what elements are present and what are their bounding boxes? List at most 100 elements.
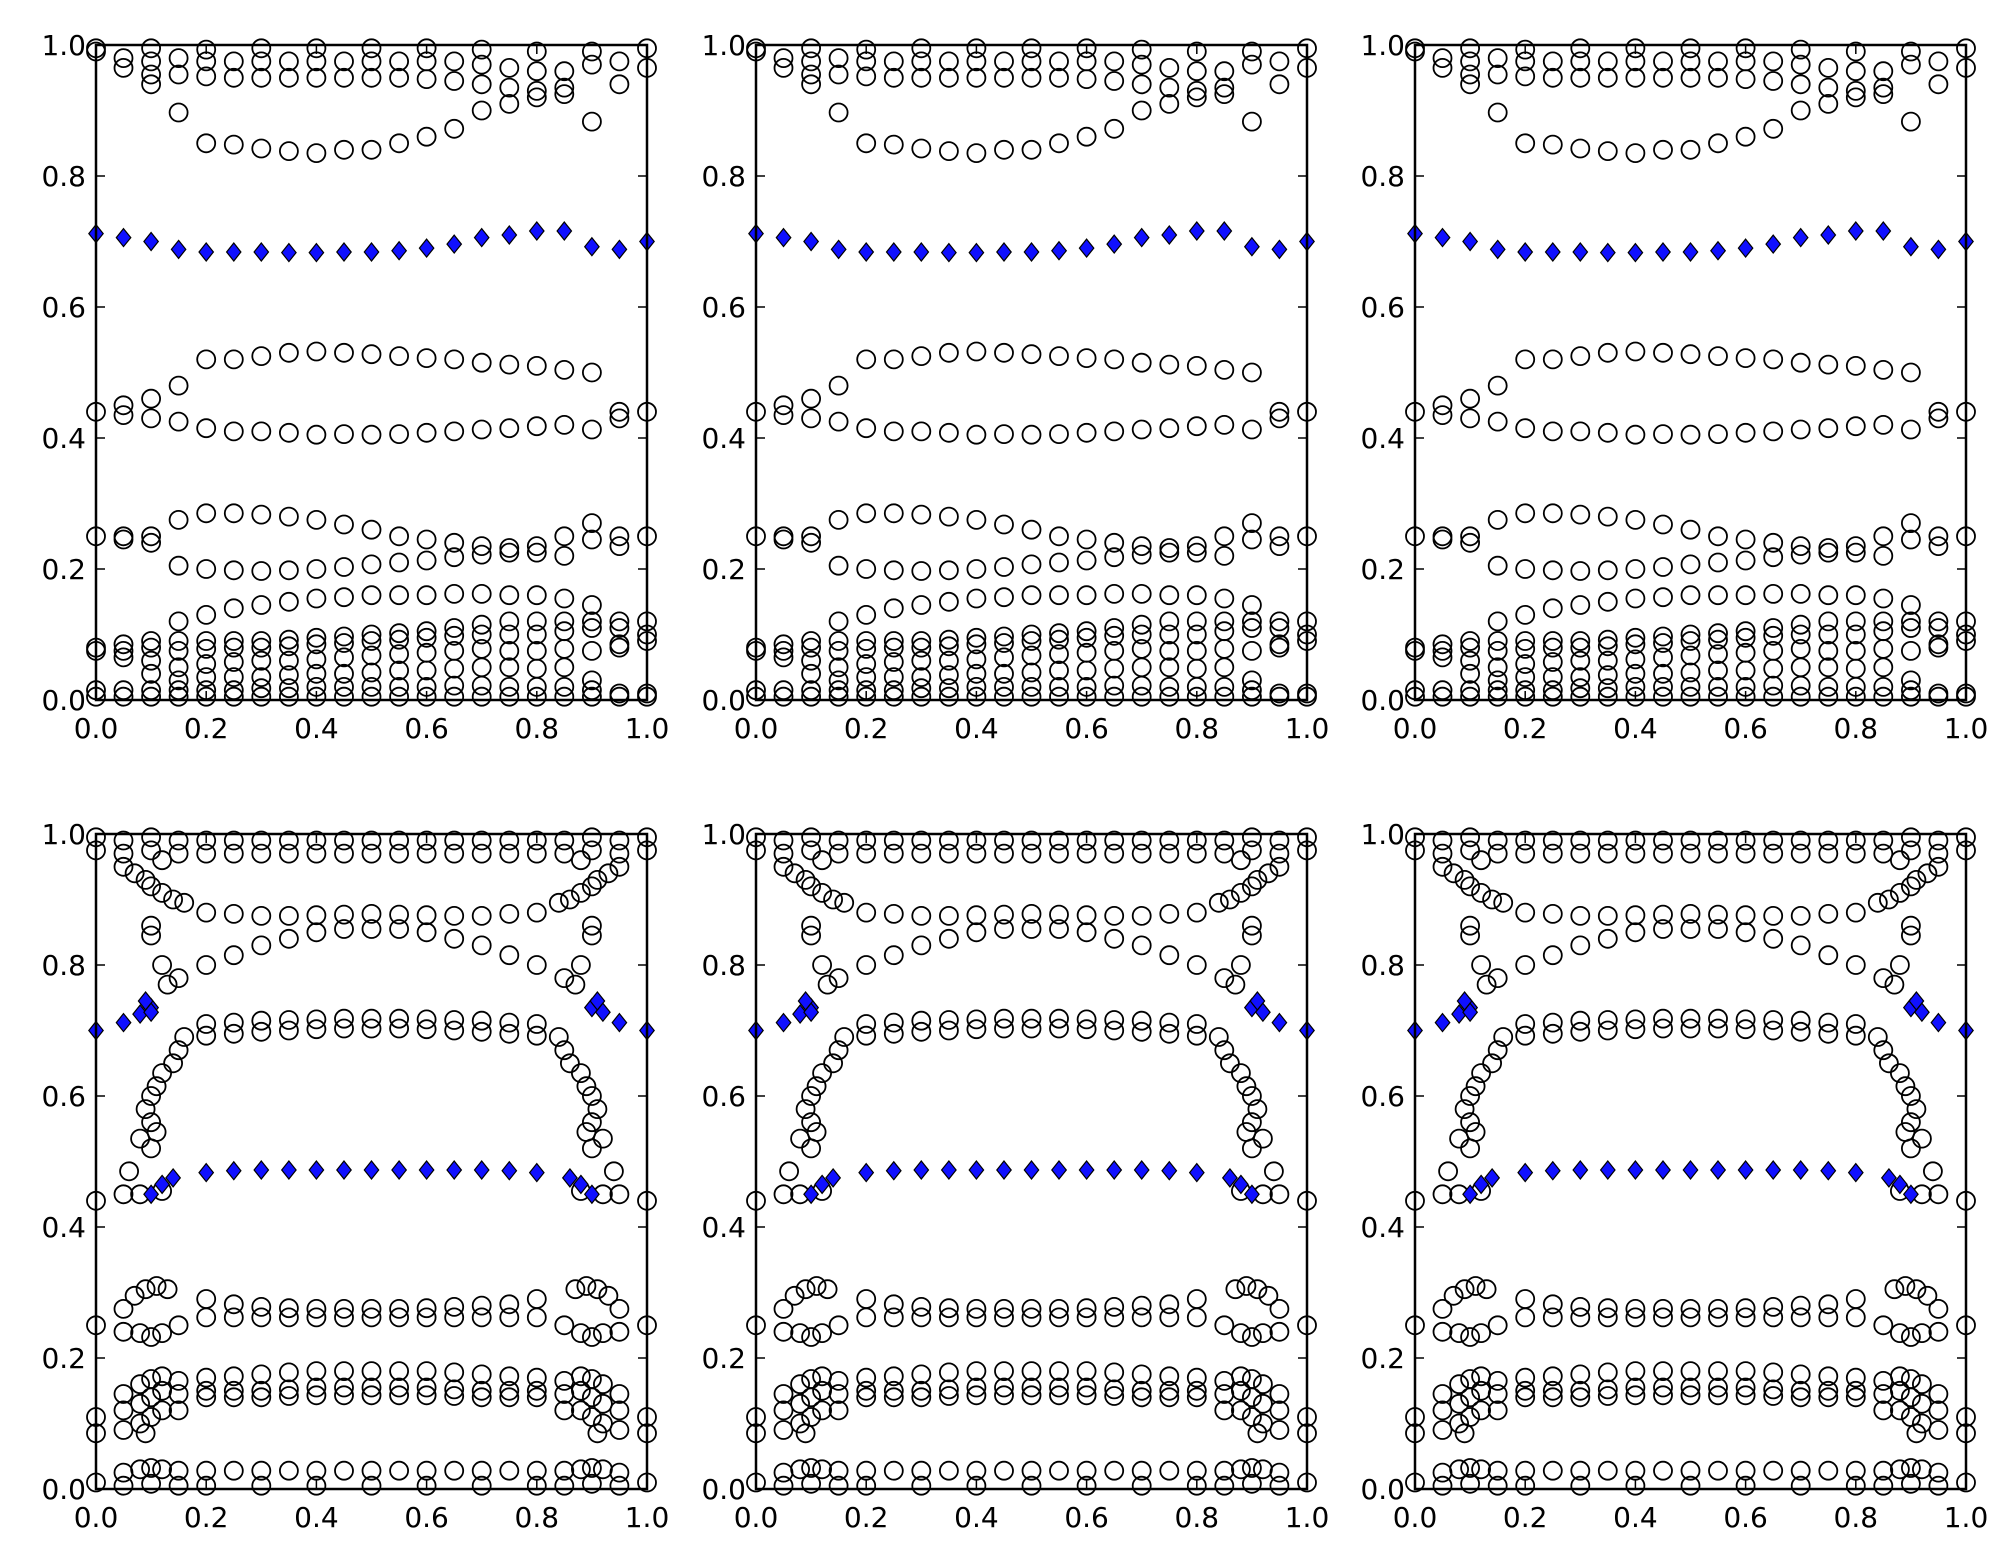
circle-point <box>278 1307 299 1328</box>
circle-point <box>883 1387 904 1408</box>
circle-point <box>1159 94 1180 114</box>
circle-point <box>152 883 173 903</box>
circle-point <box>526 830 547 851</box>
circle-point <box>1763 421 1784 442</box>
circle-point <box>1104 1379 1125 1400</box>
circle-point <box>1542 830 1563 851</box>
circle-point <box>196 418 217 439</box>
circle-point <box>251 631 272 651</box>
circle-point <box>582 54 602 75</box>
circle-point <box>911 38 932 59</box>
circle-point <box>994 514 1014 535</box>
circle-point <box>856 1014 877 1034</box>
circle-point <box>1912 1459 1932 1480</box>
circle-point <box>939 1307 959 1328</box>
circle-point <box>1625 341 1646 362</box>
circle-point <box>196 902 217 923</box>
circle-point <box>1653 51 1673 72</box>
circle-point <box>1242 362 1262 383</box>
y-tick-label: 0.8 <box>1360 160 1405 193</box>
circle-point <box>1708 526 1728 547</box>
circle-point <box>571 1063 591 1083</box>
circle-point <box>168 64 189 85</box>
x-tick-label: 1.0 <box>625 1501 670 1534</box>
circle-point <box>1247 870 1268 890</box>
circle-point <box>1460 74 1480 95</box>
diamond-point <box>501 1160 518 1181</box>
circle-point <box>1763 830 1784 851</box>
x-tick-label: 0.8 <box>1834 1501 1879 1534</box>
circle-point <box>223 349 244 370</box>
circle-point <box>939 560 959 581</box>
circle-point <box>773 1384 794 1404</box>
circle-point <box>471 686 492 707</box>
circle-point <box>1432 1384 1453 1404</box>
circle-point <box>806 1076 827 1097</box>
circle-point <box>1460 532 1480 553</box>
circle-point <box>828 830 849 851</box>
circle-point <box>135 870 156 890</box>
circle-point <box>361 677 382 697</box>
circle-point <box>278 906 299 926</box>
circle-point <box>361 1299 382 1319</box>
circle-point <box>1131 352 1152 373</box>
diamond-point <box>336 1160 352 1180</box>
circle-point <box>499 843 520 864</box>
circle-point <box>565 1279 586 1300</box>
circle-point <box>223 598 244 619</box>
diamond-point <box>225 242 242 262</box>
circle-point <box>828 1384 849 1404</box>
circle-point <box>812 1400 832 1421</box>
circle-point <box>1928 843 1949 864</box>
circle-point <box>1763 1020 1784 1041</box>
circle-point <box>1186 658 1207 679</box>
circle-point <box>1906 1099 1927 1119</box>
circle-point <box>113 1475 134 1496</box>
circle-point <box>1879 889 1899 910</box>
circle-point <box>416 422 437 443</box>
circle-point <box>389 526 410 547</box>
circle-point <box>306 1019 327 1040</box>
x-tick-label: 1.0 <box>1944 712 1989 745</box>
circle-point <box>1049 1361 1069 1381</box>
circle-point <box>1214 61 1235 82</box>
circle-point <box>1708 67 1728 88</box>
circle-point <box>994 686 1014 707</box>
circle-point <box>251 1364 272 1385</box>
circle-point <box>334 51 354 72</box>
circle-point <box>1186 355 1207 376</box>
circle-point <box>1253 1413 1273 1434</box>
circle-point <box>306 38 327 59</box>
circle-point <box>856 349 877 370</box>
circle-point <box>828 555 849 576</box>
circle-point <box>994 557 1014 577</box>
circle-point <box>1735 529 1756 550</box>
circle-point <box>1076 1009 1097 1030</box>
circle-point <box>444 830 465 851</box>
circle-point <box>576 1276 597 1296</box>
circle-point <box>582 362 602 383</box>
circle-point <box>1790 614 1811 635</box>
circle-point <box>1597 591 1618 612</box>
circle-point <box>1708 644 1728 664</box>
circle-point <box>1653 424 1673 445</box>
circle-point <box>334 1385 354 1406</box>
circle-point <box>306 649 327 670</box>
circle-point <box>939 1010 959 1030</box>
circle-point <box>1845 624 1866 645</box>
circle-point <box>1487 611 1508 632</box>
circle-point <box>1708 1008 1728 1029</box>
circle-point <box>306 1361 327 1381</box>
circle-point <box>1901 611 1921 632</box>
circle-point <box>1708 1018 1728 1039</box>
circle-point <box>526 1380 547 1401</box>
circle-point <box>554 1371 575 1391</box>
circle-point <box>801 38 821 59</box>
circle-point <box>113 856 134 877</box>
y-tick-label: 0.4 <box>1360 422 1405 455</box>
circle-point <box>784 1285 805 1306</box>
circle-point <box>1901 840 1921 861</box>
circle-point <box>223 945 244 966</box>
circle-point <box>1214 1384 1235 1404</box>
